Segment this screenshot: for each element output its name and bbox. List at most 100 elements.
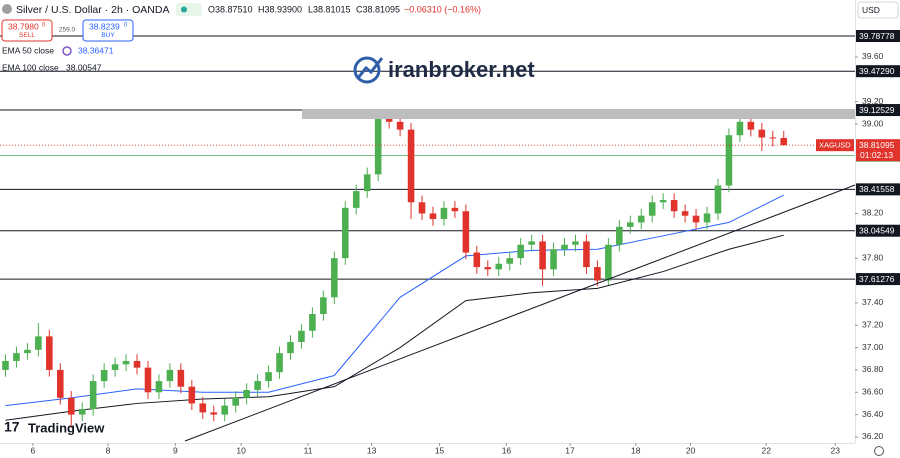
candle-body: [396, 121, 404, 130]
y-tick-label: 37.40: [862, 297, 884, 307]
brand: 17 TradingView: [4, 419, 105, 436]
candle-body: [243, 390, 250, 398]
candle-body: [331, 258, 338, 298]
ema50-legend: EMA 50 close: [2, 45, 54, 55]
candle-body: [550, 249, 557, 270]
candle-body: [451, 207, 459, 212]
level-box: [856, 273, 900, 286]
candle-body: [363, 174, 371, 192]
candle-body: [221, 405, 228, 415]
candle-body: [583, 241, 590, 268]
brand-logo: 17: [4, 419, 20, 435]
y-tick-label: 37.80: [862, 252, 884, 262]
candle-body: [670, 200, 678, 212]
x-tick-label: 10: [236, 445, 246, 455]
symbol-label: XAGUSD: [819, 141, 851, 150]
candle-body: [188, 386, 196, 404]
x-tick-label: 9: [173, 445, 178, 455]
candle-body: [210, 412, 218, 415]
watermark: iranbroker.net: [353, 56, 535, 84]
currency-box[interactable]: [857, 1, 899, 19]
x-tick-label: 16: [502, 445, 512, 455]
y-tick-label: 39.20: [862, 96, 884, 106]
candle-body: [35, 336, 42, 350]
ohlc-high: H38.93900: [258, 4, 302, 14]
status-dot: [181, 6, 187, 13]
candle-body: [594, 267, 601, 281]
candle-body: [605, 244, 612, 281]
sell-button[interactable]: 38.7980 0 SELL: [1, 19, 53, 42]
level-box: [856, 65, 900, 78]
sell-box[interactable]: [1, 19, 53, 42]
candle-body: [122, 360, 130, 365]
buy-price[interactable]: 38.8239: [89, 21, 120, 31]
x-tick-label: 20: [686, 445, 696, 455]
watermark-text: iranbroker.net: [388, 57, 535, 82]
y-tick-label: 39.00: [862, 118, 884, 128]
candle-body: [528, 241, 535, 245]
ema100-value: 38.00547: [66, 62, 102, 72]
ema-line: [5, 194, 784, 407]
y-tick-label: 39.60: [862, 51, 884, 61]
candle-body: [276, 353, 283, 373]
candle-body: [736, 121, 744, 136]
candle-body: [517, 244, 524, 259]
countdown: 01:02:13: [860, 150, 893, 160]
settings-icon[interactable]: [874, 446, 884, 456]
candle-body: [616, 226, 623, 245]
candle-body: [418, 202, 426, 214]
candle-body: [166, 369, 174, 382]
x-tick-label: 13: [367, 445, 377, 455]
level-label: 39.78778: [859, 31, 895, 41]
x-tick-label: 18: [631, 445, 641, 455]
buy-button[interactable]: 38.8239 0 BUY: [82, 19, 134, 42]
candle-body: [703, 213, 711, 223]
candle-body: [572, 241, 579, 245]
buy-box[interactable]: [82, 19, 134, 42]
candle-body: [57, 369, 64, 398]
level-box: [856, 30, 900, 43]
candle-body: [462, 211, 470, 253]
buy-small[interactable]: 0: [124, 23, 128, 29]
candle-body: [692, 215, 700, 223]
ohlc-low: L38.81015: [308, 4, 351, 14]
level-label: 39.12529: [859, 105, 895, 115]
candle-body: [89, 381, 97, 410]
sell-small[interactable]: 0: [42, 23, 46, 29]
ohlc-close: C38.81095: [356, 4, 400, 14]
candle-body: [24, 349, 31, 354]
chart-title: Silver / U.S. Dollar · 2h · OANDA: [16, 4, 169, 16]
candle-body: [155, 381, 163, 393]
x-tick-label: 8: [106, 445, 111, 455]
candle-body: [473, 252, 481, 268]
x-tick-label: 6: [31, 445, 36, 455]
x-tick-label: 23: [831, 445, 841, 455]
status-badge: [176, 3, 202, 16]
symbol-box: [816, 139, 854, 152]
candle-body: [100, 369, 108, 382]
x-tick-label: 11: [304, 445, 313, 455]
candle-body: [637, 215, 645, 223]
candle-body: [46, 336, 53, 370]
buy-label[interactable]: BUY: [101, 32, 115, 39]
candle-body: [648, 202, 656, 216]
candle-body: [309, 314, 316, 331]
currency-select[interactable]: USD: [857, 1, 899, 19]
sell-label[interactable]: SELL: [19, 32, 35, 39]
level-label: 38.04549: [859, 225, 895, 235]
trendline: [184, 184, 856, 442]
ema50-value: 38.36471: [78, 45, 114, 55]
candle-body: [13, 353, 20, 361]
symbol-icon: [2, 4, 12, 14]
level-label: 37.61276: [859, 274, 895, 284]
sell-price[interactable]: 38.7980: [8, 21, 39, 31]
candle-body: [758, 129, 766, 138]
candle-body: [539, 241, 546, 270]
candle-body: [385, 118, 393, 122]
y-tick-label: 36.40: [862, 409, 884, 419]
candle-body: [199, 403, 207, 413]
currency[interactable]: USD: [862, 5, 880, 15]
candle-body: [352, 191, 360, 208]
candle-body: [232, 397, 239, 406]
